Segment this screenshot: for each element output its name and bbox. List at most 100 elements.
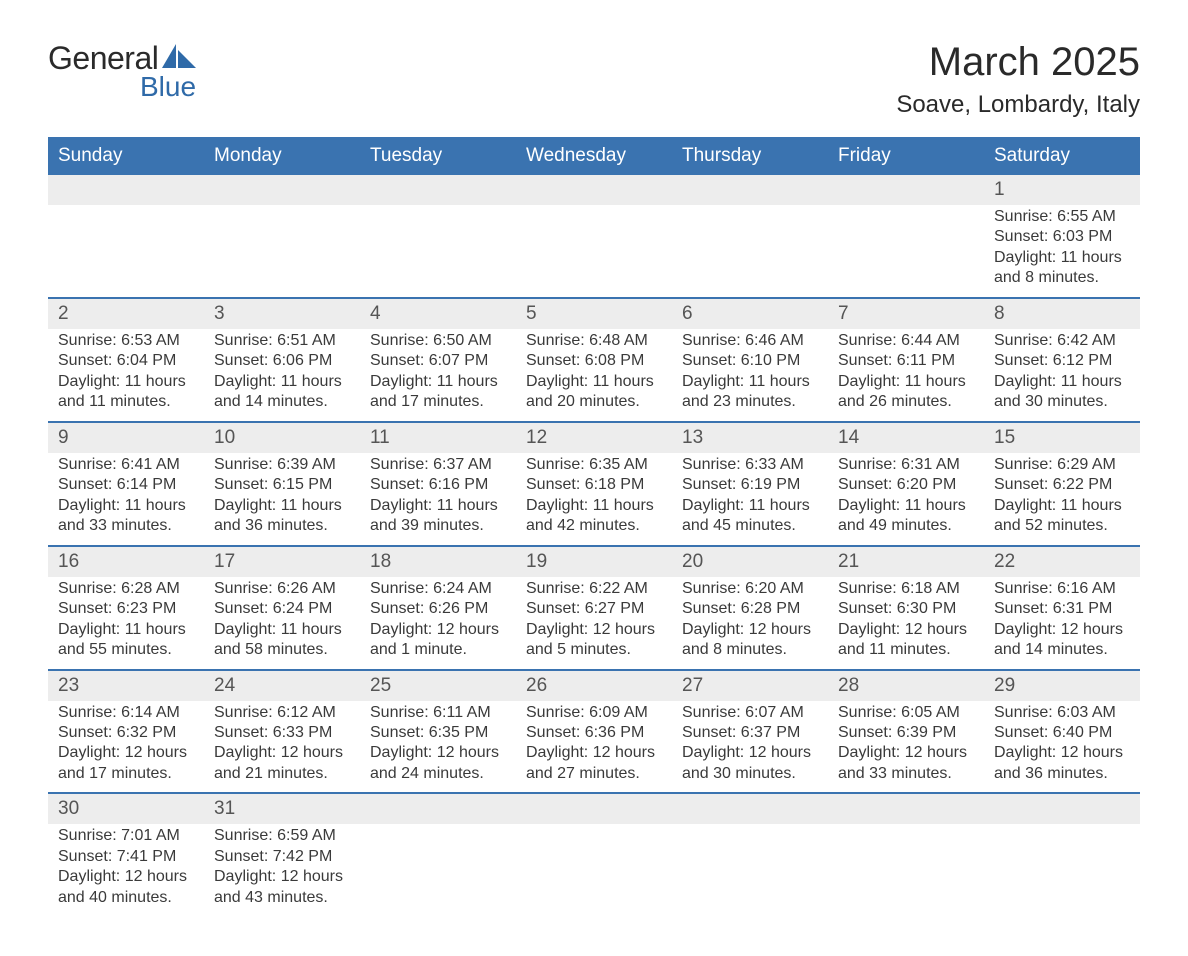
day-details: Sunrise: 6:53 AMSunset: 6:04 PMDaylight:… (48, 329, 204, 421)
sunset-line: Sunset: 6:39 PM (838, 723, 974, 743)
daylight-line: Daylight: 11 hours and 52 minutes. (994, 496, 1130, 537)
sunrise-line: Sunrise: 6:59 AM (214, 826, 350, 846)
sunrise-line: Sunrise: 6:51 AM (214, 331, 350, 351)
daylight-line: Daylight: 11 hours and 30 minutes. (994, 372, 1130, 413)
day-details (516, 824, 672, 896)
sunrise-line: Sunrise: 6:31 AM (838, 455, 974, 475)
day-details: Sunrise: 6:31 AMSunset: 6:20 PMDaylight:… (828, 453, 984, 545)
weekday-header: Sunday (48, 137, 204, 175)
daylight-line: Daylight: 12 hours and 14 minutes. (994, 620, 1130, 661)
month-title: March 2025 (896, 40, 1140, 85)
sunrise-line: Sunrise: 6:44 AM (838, 331, 974, 351)
calendar-day-cell: 29Sunrise: 6:03 AMSunset: 6:40 PMDayligh… (984, 670, 1140, 794)
daylight-line: Daylight: 12 hours and 27 minutes. (526, 743, 662, 784)
calendar-day-cell: 13Sunrise: 6:33 AMSunset: 6:19 PMDayligh… (672, 422, 828, 546)
day-details (48, 205, 204, 277)
sunrise-line: Sunrise: 6:48 AM (526, 331, 662, 351)
sunset-line: Sunset: 6:19 PM (682, 475, 818, 495)
day-number: 12 (516, 423, 672, 453)
day-details: Sunrise: 6:51 AMSunset: 6:06 PMDaylight:… (204, 329, 360, 421)
sunset-line: Sunset: 6:10 PM (682, 351, 818, 371)
sunrise-line: Sunrise: 6:50 AM (370, 331, 506, 351)
sunrise-line: Sunrise: 6:33 AM (682, 455, 818, 475)
sunset-line: Sunset: 6:03 PM (994, 227, 1130, 247)
day-number: 25 (360, 671, 516, 701)
sunset-line: Sunset: 6:37 PM (682, 723, 818, 743)
day-details: Sunrise: 6:28 AMSunset: 6:23 PMDaylight:… (48, 577, 204, 669)
day-number: 13 (672, 423, 828, 453)
sunrise-line: Sunrise: 6:26 AM (214, 579, 350, 599)
day-details: Sunrise: 6:26 AMSunset: 6:24 PMDaylight:… (204, 577, 360, 669)
day-number: 20 (672, 547, 828, 577)
day-number: 9 (48, 423, 204, 453)
day-number: 2 (48, 299, 204, 329)
calendar-day-cell (828, 175, 984, 298)
day-details (672, 824, 828, 896)
daylight-line: Daylight: 11 hours and 8 minutes. (994, 248, 1130, 289)
brand-name-part2: Blue (140, 71, 196, 103)
calendar-day-cell (984, 793, 1140, 916)
calendar-day-cell: 17Sunrise: 6:26 AMSunset: 6:24 PMDayligh… (204, 546, 360, 670)
sunset-line: Sunset: 6:30 PM (838, 599, 974, 619)
day-number: 5 (516, 299, 672, 329)
title-block: March 2025 Soave, Lombardy, Italy (896, 40, 1140, 119)
calendar-day-cell: 23Sunrise: 6:14 AMSunset: 6:32 PMDayligh… (48, 670, 204, 794)
calendar-day-cell: 8Sunrise: 6:42 AMSunset: 6:12 PMDaylight… (984, 298, 1140, 422)
sunset-line: Sunset: 6:31 PM (994, 599, 1130, 619)
day-number: 31 (204, 794, 360, 824)
daylight-line: Daylight: 12 hours and 11 minutes. (838, 620, 974, 661)
sunset-line: Sunset: 6:14 PM (58, 475, 194, 495)
location-label: Soave, Lombardy, Italy (896, 91, 1140, 119)
sunrise-line: Sunrise: 6:03 AM (994, 703, 1130, 723)
calendar-day-cell: 10Sunrise: 6:39 AMSunset: 6:15 PMDayligh… (204, 422, 360, 546)
sunrise-line: Sunrise: 6:07 AM (682, 703, 818, 723)
daylight-line: Daylight: 11 hours and 17 minutes. (370, 372, 506, 413)
calendar-week-row: 1Sunrise: 6:55 AMSunset: 6:03 PMDaylight… (48, 175, 1140, 298)
sunset-line: Sunset: 6:12 PM (994, 351, 1130, 371)
calendar-day-cell: 16Sunrise: 6:28 AMSunset: 6:23 PMDayligh… (48, 546, 204, 670)
daylight-line: Daylight: 11 hours and 39 minutes. (370, 496, 506, 537)
day-number: 27 (672, 671, 828, 701)
sunset-line: Sunset: 6:20 PM (838, 475, 974, 495)
sunset-line: Sunset: 6:11 PM (838, 351, 974, 371)
weekday-header: Tuesday (360, 137, 516, 175)
sunset-line: Sunset: 6:16 PM (370, 475, 506, 495)
sunrise-line: Sunrise: 6:14 AM (58, 703, 194, 723)
sunset-line: Sunset: 6:32 PM (58, 723, 194, 743)
daylight-line: Daylight: 12 hours and 17 minutes. (58, 743, 194, 784)
calendar-day-cell: 18Sunrise: 6:24 AMSunset: 6:26 PMDayligh… (360, 546, 516, 670)
daylight-line: Daylight: 12 hours and 30 minutes. (682, 743, 818, 784)
day-details (672, 205, 828, 277)
calendar-day-cell (360, 793, 516, 916)
calendar-day-cell: 5Sunrise: 6:48 AMSunset: 6:08 PMDaylight… (516, 298, 672, 422)
day-details: Sunrise: 6:09 AMSunset: 6:36 PMDaylight:… (516, 701, 672, 793)
calendar-day-cell: 24Sunrise: 6:12 AMSunset: 6:33 PMDayligh… (204, 670, 360, 794)
weekday-header: Monday (204, 137, 360, 175)
calendar-day-cell (204, 175, 360, 298)
calendar-day-cell: 22Sunrise: 6:16 AMSunset: 6:31 PMDayligh… (984, 546, 1140, 670)
daylight-line: Daylight: 12 hours and 8 minutes. (682, 620, 818, 661)
daylight-line: Daylight: 12 hours and 43 minutes. (214, 867, 350, 908)
weekday-header: Saturday (984, 137, 1140, 175)
sunset-line: Sunset: 6:23 PM (58, 599, 194, 619)
day-details: Sunrise: 6:41 AMSunset: 6:14 PMDaylight:… (48, 453, 204, 545)
calendar-day-cell (516, 175, 672, 298)
day-number: 28 (828, 671, 984, 701)
sunset-line: Sunset: 6:28 PM (682, 599, 818, 619)
day-details: Sunrise: 6:59 AMSunset: 7:42 PMDaylight:… (204, 824, 360, 916)
day-details (984, 824, 1140, 896)
day-details (360, 824, 516, 896)
daylight-line: Daylight: 11 hours and 42 minutes. (526, 496, 662, 537)
sunrise-line: Sunrise: 6:05 AM (838, 703, 974, 723)
day-details: Sunrise: 6:05 AMSunset: 6:39 PMDaylight:… (828, 701, 984, 793)
day-details (828, 824, 984, 896)
day-number: 1 (984, 175, 1140, 205)
weekday-header: Thursday (672, 137, 828, 175)
day-number: 15 (984, 423, 1140, 453)
daylight-line: Daylight: 12 hours and 5 minutes. (526, 620, 662, 661)
sunrise-line: Sunrise: 6:22 AM (526, 579, 662, 599)
day-number: 3 (204, 299, 360, 329)
day-details: Sunrise: 7:01 AMSunset: 7:41 PMDaylight:… (48, 824, 204, 916)
sail-icon (162, 44, 196, 73)
day-details: Sunrise: 6:50 AMSunset: 6:07 PMDaylight:… (360, 329, 516, 421)
